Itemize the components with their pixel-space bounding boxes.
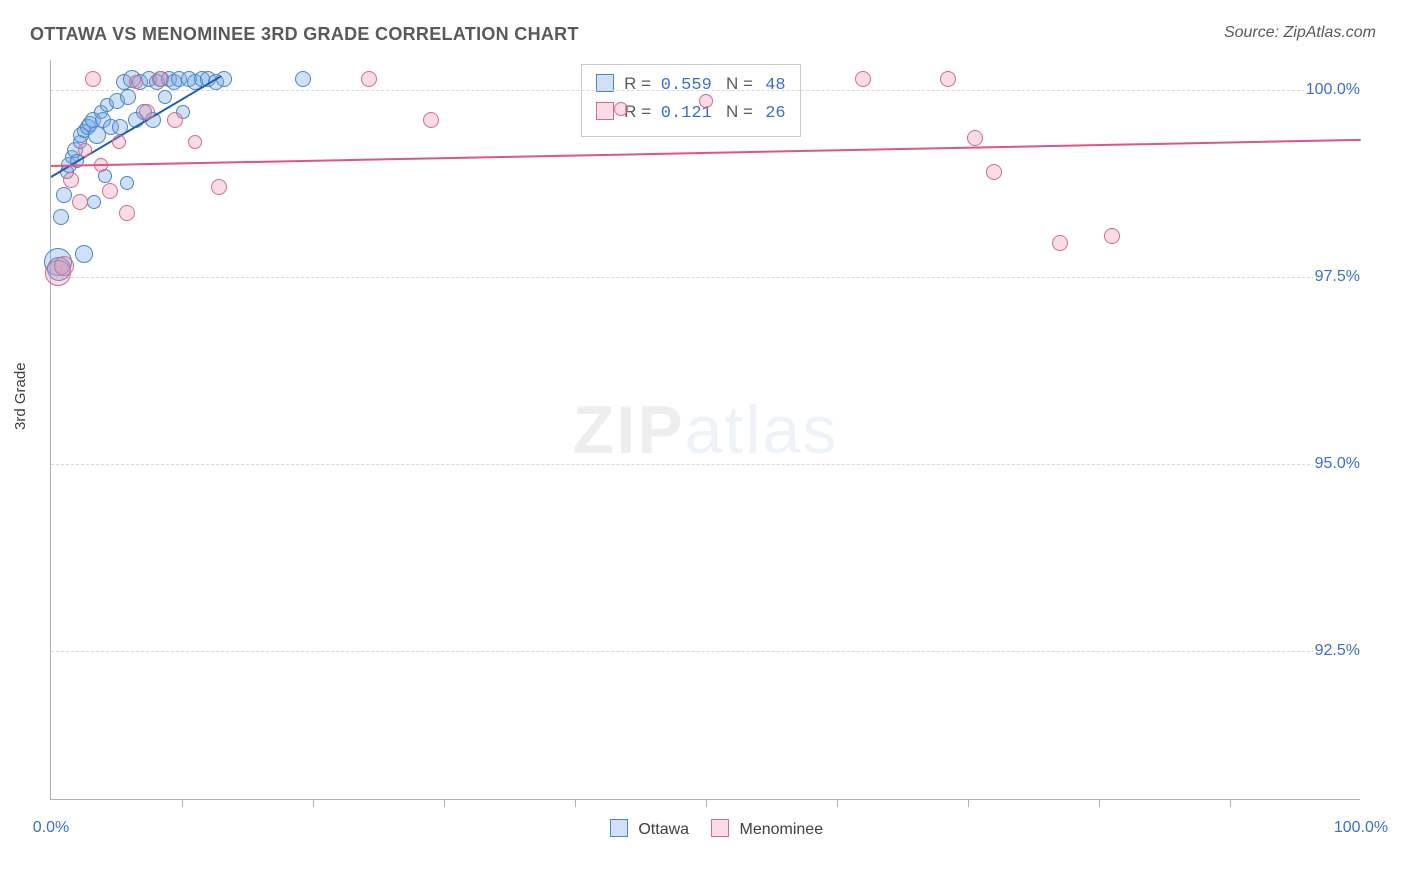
y-axis-title: 3rd Grade bbox=[12, 362, 29, 430]
scatter-point bbox=[699, 94, 713, 108]
scatter-point bbox=[78, 143, 92, 157]
gridline-h bbox=[51, 651, 1360, 652]
scatter-point bbox=[56, 187, 72, 203]
y-tick-label: 100.0% bbox=[1304, 81, 1362, 99]
stats-legend-box: R = 0.559 N = 48R = 0.121 N = 26 bbox=[581, 64, 800, 137]
scatter-point bbox=[119, 205, 135, 221]
legend-label: Menominee bbox=[735, 821, 823, 838]
x-tick bbox=[444, 799, 445, 807]
scatter-point bbox=[361, 71, 377, 87]
y-tick-label: 95.0% bbox=[1313, 455, 1362, 473]
chart-title: OTTAWA VS MENOMINEE 3RD GRADE CORRELATIO… bbox=[30, 24, 579, 44]
chart-plot-area: ZIPatlas R = 0.559 N = 48R = 0.121 N = 2… bbox=[50, 60, 1360, 800]
scatter-point bbox=[1052, 235, 1068, 251]
scatter-point bbox=[167, 112, 183, 128]
y-tick-label: 92.5% bbox=[1313, 642, 1362, 660]
legend-swatch bbox=[610, 819, 628, 837]
x-tick-label: 100.0% bbox=[1334, 819, 1388, 837]
stats-row: R = 0.559 N = 48 bbox=[596, 71, 785, 99]
legend-label: Ottawa bbox=[634, 821, 689, 838]
x-tick bbox=[575, 799, 576, 807]
scatter-point bbox=[158, 90, 172, 104]
scatter-point bbox=[940, 71, 956, 87]
x-tick bbox=[968, 799, 969, 807]
scatter-point bbox=[1104, 228, 1120, 244]
x-tick bbox=[1230, 799, 1231, 807]
y-tick-label: 97.5% bbox=[1313, 268, 1362, 286]
bottom-legend: Ottawa Menominee bbox=[51, 819, 1360, 839]
scatter-point bbox=[967, 130, 983, 146]
scatter-point bbox=[139, 104, 155, 120]
x-tick-label: 0.0% bbox=[33, 819, 69, 837]
scatter-point bbox=[54, 256, 74, 276]
watermark: ZIPatlas bbox=[573, 391, 838, 469]
scatter-point bbox=[53, 209, 69, 225]
legend-swatch bbox=[711, 819, 729, 837]
scatter-point bbox=[188, 135, 202, 149]
scatter-point bbox=[295, 71, 311, 87]
scatter-point bbox=[129, 75, 143, 89]
scatter-point bbox=[120, 176, 134, 190]
x-tick bbox=[182, 799, 183, 807]
x-tick bbox=[313, 799, 314, 807]
scatter-point bbox=[423, 112, 439, 128]
scatter-point bbox=[855, 71, 871, 87]
scatter-point bbox=[87, 195, 101, 209]
x-tick bbox=[706, 799, 707, 807]
regression-line bbox=[51, 138, 1361, 166]
scatter-point bbox=[211, 179, 227, 195]
scatter-point bbox=[72, 194, 88, 210]
scatter-point bbox=[120, 89, 136, 105]
scatter-point bbox=[102, 183, 118, 199]
scatter-point bbox=[85, 71, 101, 87]
gridline-h bbox=[51, 277, 1360, 278]
scatter-point bbox=[112, 135, 126, 149]
scatter-point bbox=[63, 172, 79, 188]
source-label: Source: ZipAtlas.com bbox=[1224, 24, 1376, 42]
scatter-point bbox=[152, 71, 168, 87]
x-tick bbox=[837, 799, 838, 807]
x-tick bbox=[1099, 799, 1100, 807]
scatter-point bbox=[986, 164, 1002, 180]
scatter-point bbox=[614, 102, 628, 116]
scatter-point bbox=[75, 245, 93, 263]
gridline-h bbox=[51, 464, 1360, 465]
gridline-h bbox=[51, 90, 1360, 91]
